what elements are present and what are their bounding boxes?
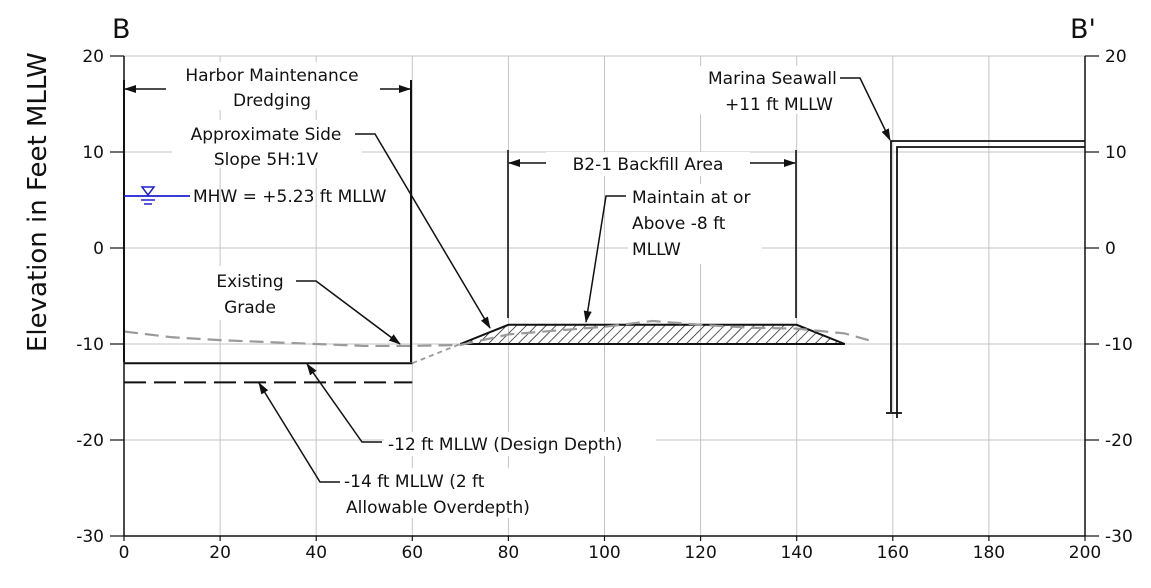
side-slope-leader	[355, 133, 491, 329]
x-tick-label: 20	[209, 543, 231, 563]
x-tick-label: 180	[973, 543, 1005, 563]
existing-grade-line	[123, 319, 870, 348]
y-tick-label-right: -30	[1105, 527, 1133, 547]
x-tick-label: 60	[401, 543, 423, 563]
maintain-leader	[583, 195, 626, 323]
existing-grade-label-line2: Grade	[224, 298, 276, 318]
mhw-label: MHW = +5.23 ft MLLW	[193, 187, 387, 207]
x-tick-labels: 0 20 40 60 80 100 120 140 160 180 200	[119, 536, 1101, 563]
backfill-area	[459, 323, 846, 345]
dredging-label-line1: Harbor Maintenance	[185, 66, 358, 86]
y-axis-label: Elevation in Feet MLLW	[23, 52, 53, 352]
y-tick-label-right: 0	[1105, 239, 1116, 259]
mhw-water-symbol	[124, 186, 190, 205]
y-tick-label-left: -30	[76, 527, 104, 547]
overdepth-leader	[258, 382, 340, 483]
maintain-label-line2: Above -8 ft	[632, 214, 726, 234]
side-slope-line	[411, 343, 461, 365]
x-tick-label: 100	[588, 543, 620, 563]
side-slope-label-line1: Approximate Side	[191, 125, 342, 145]
seawall-leader	[840, 77, 891, 141]
section-label-b: B	[112, 14, 131, 45]
x-tick-label: 200	[1069, 543, 1101, 563]
x-tick-label: 0	[119, 543, 130, 563]
y-tick-label-left: -10	[76, 335, 104, 355]
design-depth-leader	[306, 363, 382, 443]
y-tick-label-left: 10	[82, 143, 104, 163]
seawall-label-line2: +11 ft MLLW	[725, 95, 833, 115]
x-tick-label: 40	[305, 543, 327, 563]
y-tick-labels-right: 20 10 0 -10 -20 -30	[1085, 47, 1133, 547]
marina-seawall	[886, 140, 1085, 418]
design-depth-label: -12 ft MLLW (Design Depth)	[388, 435, 622, 455]
x-tick-label: 80	[498, 543, 520, 563]
section-label-b-prime: B'	[1070, 14, 1096, 45]
existing-grade-leader	[296, 280, 401, 345]
x-tick-label: 120	[684, 543, 716, 563]
y-tick-label-right: -20	[1105, 431, 1133, 451]
y-tick-label-right: 20	[1105, 47, 1127, 67]
y-tick-labels-left: 20 10 0 -10 -20 -30	[76, 47, 124, 547]
maintain-label-line1: Maintain at or	[632, 188, 750, 208]
y-tick-label-right: -10	[1105, 335, 1133, 355]
dredging-label-line2: Dredging	[233, 91, 311, 111]
overdepth-label-line2: Allowable Overdepth)	[346, 498, 530, 518]
x-tick-label: 140	[780, 543, 812, 563]
y-tick-label-left: 20	[82, 47, 104, 67]
maintain-label-line3: MLLW	[632, 240, 681, 260]
overdepth-label-line1: -14 ft MLLW (2 ft	[344, 472, 485, 492]
y-tick-label-right: 10	[1105, 143, 1127, 163]
y-tick-label-left: 0	[93, 239, 104, 259]
backfill-area-label: B2-1 Backfill Area	[573, 155, 724, 175]
x-tick-label: 160	[877, 543, 909, 563]
y-tick-label-left: -20	[76, 431, 104, 451]
side-slope-label-line2: Slope 5H:1V	[214, 150, 319, 170]
seawall-label-line1: Marina Seawall	[708, 69, 837, 89]
existing-grade-label-line1: Existing	[216, 272, 283, 292]
